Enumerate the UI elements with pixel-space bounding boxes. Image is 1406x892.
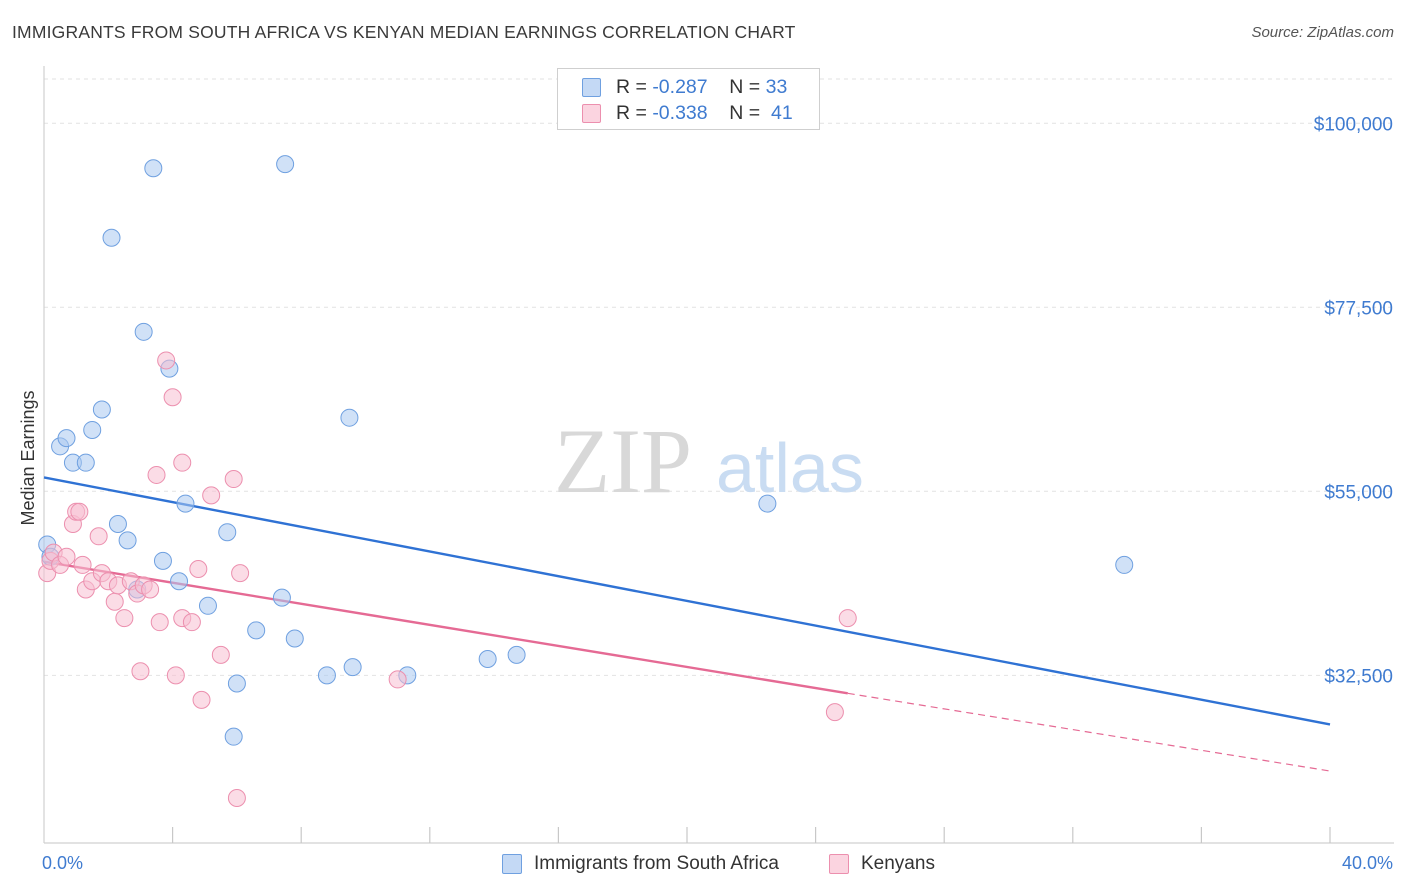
point-south-africa bbox=[285, 629, 304, 648]
point-kenyans bbox=[147, 465, 166, 484]
point-kenyans bbox=[189, 560, 208, 579]
y-tick-label: $32,500 bbox=[1324, 666, 1393, 687]
legend-swatch-south-africa bbox=[502, 854, 522, 874]
point-south-africa bbox=[83, 420, 102, 439]
point-kenyans bbox=[89, 527, 108, 546]
correlation-legend: R = -0.287 N = 33 R = -0.338 N = 41 bbox=[557, 68, 820, 130]
tick-labels: $32,500 $55,000 $77,500 $100,000 0.0% 40.0% bbox=[42, 114, 1393, 873]
legend-r-value: -0.338 bbox=[652, 102, 708, 124]
point-south-africa bbox=[1115, 555, 1134, 574]
legend-r-value: -0.287 bbox=[652, 76, 708, 98]
point-kenyans bbox=[388, 670, 407, 689]
legend-n-label: N = bbox=[729, 76, 761, 98]
point-kenyans bbox=[57, 547, 76, 566]
x-tick-label: 0.0% bbox=[42, 853, 83, 873]
point-south-africa bbox=[134, 322, 153, 341]
point-kenyans bbox=[825, 703, 844, 722]
legend-n-value: 33 bbox=[765, 76, 788, 98]
point-south-africa bbox=[76, 453, 95, 472]
point-kenyans bbox=[105, 592, 124, 611]
y-tick-label: $77,500 bbox=[1324, 298, 1393, 319]
legend-r-label: R = bbox=[616, 76, 647, 98]
point-kenyans bbox=[202, 486, 221, 505]
legend-label-south-africa: Immigrants from South Africa bbox=[534, 853, 779, 874]
point-kenyans bbox=[227, 789, 246, 808]
x-tick-label: 40.0% bbox=[1342, 853, 1393, 873]
axes bbox=[43, 66, 1394, 844]
point-south-africa bbox=[340, 408, 359, 427]
gridlines bbox=[44, 78, 1394, 676]
point-south-africa bbox=[758, 494, 777, 513]
source-label: Source: ZipAtlas.com bbox=[1251, 24, 1394, 41]
point-south-africa bbox=[507, 645, 526, 664]
legend-n-value: 41 bbox=[771, 102, 793, 124]
point-kenyans bbox=[163, 388, 182, 407]
point-south-africa bbox=[272, 588, 291, 607]
point-south-africa bbox=[343, 658, 362, 677]
point-south-africa bbox=[92, 400, 111, 419]
trend-line-south-africa bbox=[43, 476, 1331, 726]
point-south-africa bbox=[118, 531, 137, 550]
point-kenyans bbox=[70, 502, 89, 521]
trend-lines bbox=[43, 476, 1331, 772]
y-tick-label: $55,000 bbox=[1324, 482, 1393, 503]
point-kenyans bbox=[150, 613, 169, 632]
series-kenyans bbox=[38, 351, 857, 808]
point-south-africa bbox=[153, 551, 172, 570]
legend-r-label: R = bbox=[616, 102, 647, 124]
y-tick-label: $100,000 bbox=[1314, 114, 1393, 135]
watermark: ZIP atlas bbox=[554, 410, 864, 512]
point-south-africa bbox=[317, 666, 336, 685]
trend-line-kenyans-extrapolated bbox=[847, 692, 1331, 772]
point-kenyans bbox=[141, 580, 160, 599]
point-kenyans bbox=[131, 662, 150, 681]
point-south-africa bbox=[176, 494, 195, 513]
point-south-africa bbox=[108, 515, 127, 534]
data-points bbox=[38, 155, 1134, 808]
chart-title: IMMIGRANTS FROM SOUTH AFRICA VS KENYAN M… bbox=[12, 22, 796, 42]
point-south-africa bbox=[276, 155, 295, 174]
point-south-africa bbox=[102, 228, 121, 247]
point-south-africa bbox=[144, 159, 163, 178]
point-south-africa bbox=[198, 596, 217, 615]
point-south-africa bbox=[227, 674, 246, 693]
point-kenyans bbox=[838, 609, 857, 628]
point-kenyans bbox=[166, 666, 185, 685]
y-axis-label: Median Earnings bbox=[18, 390, 38, 525]
watermark-atlas: atlas bbox=[716, 429, 864, 507]
watermark-zip: ZIP bbox=[554, 410, 692, 512]
point-kenyans bbox=[211, 645, 230, 664]
point-south-africa bbox=[224, 727, 243, 746]
legend-swatch-south-africa bbox=[582, 78, 601, 97]
point-south-africa bbox=[478, 649, 497, 668]
point-south-africa bbox=[247, 621, 266, 640]
point-kenyans bbox=[73, 555, 92, 574]
point-kenyans bbox=[224, 470, 243, 489]
point-south-africa bbox=[57, 429, 76, 448]
legend-label-kenyans: Kenyans bbox=[861, 853, 935, 874]
point-south-africa bbox=[218, 523, 237, 542]
point-south-africa bbox=[170, 572, 189, 591]
point-kenyans bbox=[157, 351, 176, 370]
point-kenyans bbox=[115, 609, 134, 628]
series-legend: Immigrants from South Africa Kenyans bbox=[0, 852, 1406, 878]
legend-swatch-kenyans bbox=[582, 104, 601, 123]
point-kenyans bbox=[231, 564, 250, 583]
legend-n-label: N = bbox=[729, 102, 761, 124]
legend-swatch-kenyans bbox=[829, 854, 849, 874]
point-kenyans bbox=[173, 453, 192, 472]
point-kenyans bbox=[182, 613, 201, 632]
point-kenyans bbox=[192, 690, 211, 709]
